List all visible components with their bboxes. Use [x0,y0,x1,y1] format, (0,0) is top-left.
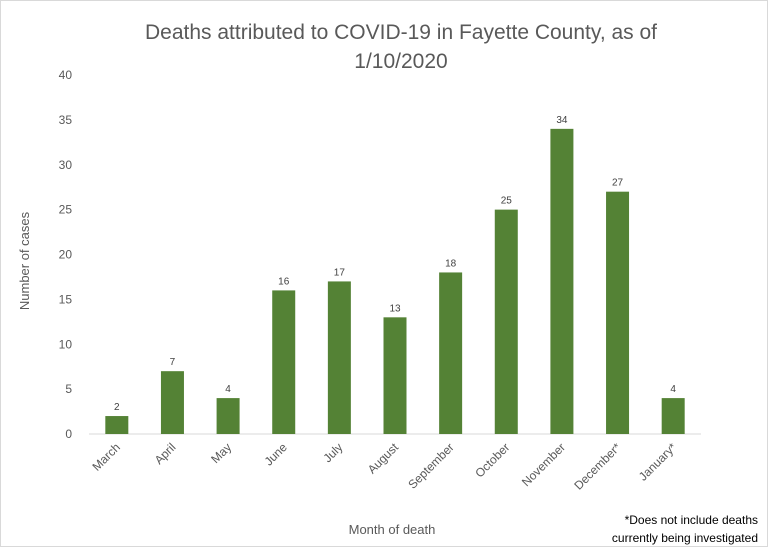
bar-april [160,371,184,434]
data-label: 17 [334,267,346,278]
bar-september [439,272,463,434]
x-axis-tick-labels: March April May June July August September Octo… [89,440,679,493]
y-tick-label: 0 [65,427,72,441]
y-tick-label: 30 [59,158,73,172]
bar-may [216,398,240,434]
x-tick-label: September [405,440,456,491]
x-tick-label: June [262,440,291,469]
bar-july [327,281,351,434]
footnote-line-2: currently being investigated [612,531,758,545]
y-tick-label: 10 [59,337,73,351]
x-tick-label: April [152,440,179,467]
x-tick-label: March [89,440,122,473]
chart-title-line-1: Deaths attributed to COVID-19 in Fayette… [145,21,657,44]
x-tick-label: July [320,440,345,465]
data-label: 34 [556,115,568,126]
bar-december [606,191,630,434]
y-tick-label: 5 [65,382,72,396]
x-tick-label: November [519,440,568,489]
bar-october [494,209,518,434]
bar-november [550,128,574,434]
y-tick-label: 35 [59,113,73,127]
data-label: 16 [278,276,290,287]
bar-august [383,317,407,434]
x-tick-label: May [208,440,234,466]
y-tick-label: 40 [59,68,73,82]
data-label: 2 [114,402,120,413]
data-label: 7 [170,357,176,368]
y-tick-label: 20 [59,248,73,262]
bar-january [661,398,685,434]
x-axis-title: Month of death [349,522,436,537]
data-label: 27 [612,178,624,189]
x-tick-label: August [365,440,402,477]
x-tick-label: October [472,440,512,480]
data-label: 4 [670,384,676,395]
data-label: 25 [501,196,513,207]
bar-june [272,290,296,434]
y-tick-label: 25 [59,203,73,217]
y-tick-label: 15 [59,292,73,306]
y-axis-title: Number of cases [17,211,32,310]
data-label: 13 [389,303,401,314]
x-tick-label: December* [571,440,624,493]
data-label: 4 [225,384,231,395]
x-tick-label: January* [636,440,680,484]
data-label: 18 [445,258,457,269]
bar-march [105,416,129,434]
footnote-line-1: *Does not include deaths [625,513,758,527]
y-axis-tick-labels: 0 5 10 15 20 25 30 35 40 [59,68,73,441]
chart-title-line-2: 1/10/2020 [354,50,447,73]
bar-series [105,128,685,434]
